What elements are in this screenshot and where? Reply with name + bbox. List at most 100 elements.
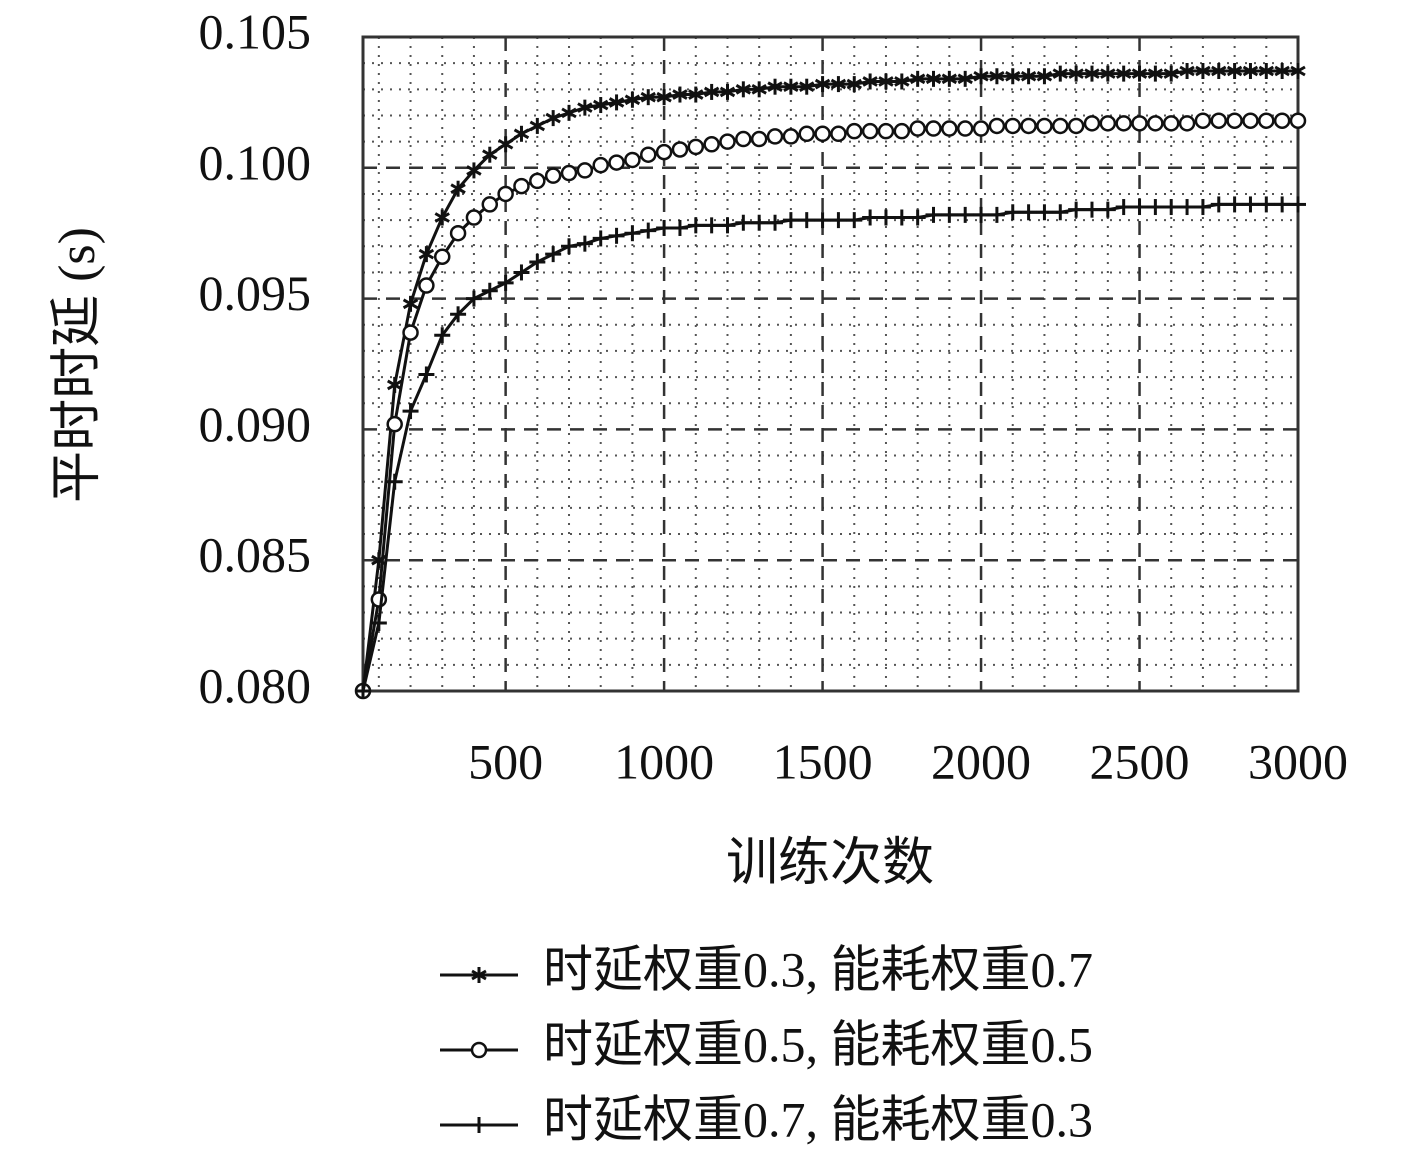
marker [846,212,863,229]
marker-circle [1004,117,1021,135]
marker [1226,196,1243,213]
marker [355,683,371,699]
marker [545,246,562,263]
marker [688,86,704,103]
marker [783,78,799,95]
marker [592,156,609,174]
marker [846,76,862,93]
marker [402,403,419,420]
marker [972,120,990,137]
marker [656,219,673,236]
legend-label: 时延权重0.3, 能耗权重0.7 [543,941,1093,997]
series-line [361,202,1298,692]
marker [735,214,752,231]
marker [909,120,926,137]
marker [1083,201,1100,218]
marker [402,324,419,341]
marker-circle [703,136,720,153]
marker [577,99,593,116]
marker [751,81,767,98]
marker [766,128,784,145]
marker [703,217,720,234]
marker [1179,63,1195,80]
marker-stroke [529,120,546,132]
marker [497,274,514,291]
marker-stroke [1274,65,1290,77]
marker-stroke [1020,70,1037,82]
marker [482,146,498,163]
marker-stroke [830,78,847,90]
marker [1036,68,1053,85]
marker [941,206,958,223]
marker-stroke [1036,70,1053,82]
marker-stroke [1084,68,1100,79]
marker-stroke [608,97,625,108]
marker [1036,204,1053,221]
marker [465,209,483,226]
marker [593,97,609,114]
y-tick-label: 0.080 [199,657,312,713]
marker-circle [640,146,657,163]
marker-circle [798,125,815,143]
marker [433,248,451,265]
marker [1052,204,1069,221]
marker [877,122,895,140]
marker-stroke [1211,65,1227,77]
marker-stroke [497,138,514,150]
marker [672,86,688,103]
marker-circle [655,143,673,161]
marker [830,212,847,229]
marker [751,214,768,231]
marker [1211,63,1227,80]
marker-circle [782,128,800,145]
y-tick-label: 0.105 [199,3,312,59]
marker [560,164,578,182]
marker-circle [1083,115,1101,132]
marker [402,295,419,312]
marker-circle [1099,115,1117,132]
marker-circle [1242,112,1259,129]
marker [481,196,499,213]
x-tick-label: 3000 [1248,733,1348,789]
marker [624,151,641,169]
marker [497,136,514,153]
marker [925,120,942,137]
marker [497,185,514,203]
marker [703,136,720,153]
marker-stroke [593,99,609,111]
marker [735,81,752,98]
marker-stroke [989,70,1005,82]
y-tick-label: 0.085 [199,527,312,583]
marker-stroke [862,76,878,87]
marker [576,235,593,252]
marker [640,146,657,163]
marker-circle [1178,115,1196,132]
marker [561,104,577,121]
marker-stroke [1068,68,1084,79]
marker [1099,115,1117,132]
marker [470,1041,488,1059]
marker [941,70,958,87]
marker-circle [1194,112,1212,129]
marker-circle [877,122,895,140]
marker [608,94,625,111]
marker [671,141,689,158]
marker-stroke [418,248,435,260]
marker [434,209,450,226]
marker-stroke [925,73,942,85]
marker-circle [1036,117,1053,135]
marker [1194,199,1211,216]
marker [767,78,783,95]
marker [1052,117,1069,135]
marker [862,209,879,226]
marker [545,110,561,127]
x-tick-label: 1500 [773,733,873,789]
marker [529,117,546,134]
marker-circle [1273,112,1291,129]
marker [370,614,387,631]
marker-circle [846,122,863,140]
marker [1068,201,1085,218]
marker [529,172,546,190]
marker [481,282,498,299]
marker-stroke [735,84,752,95]
